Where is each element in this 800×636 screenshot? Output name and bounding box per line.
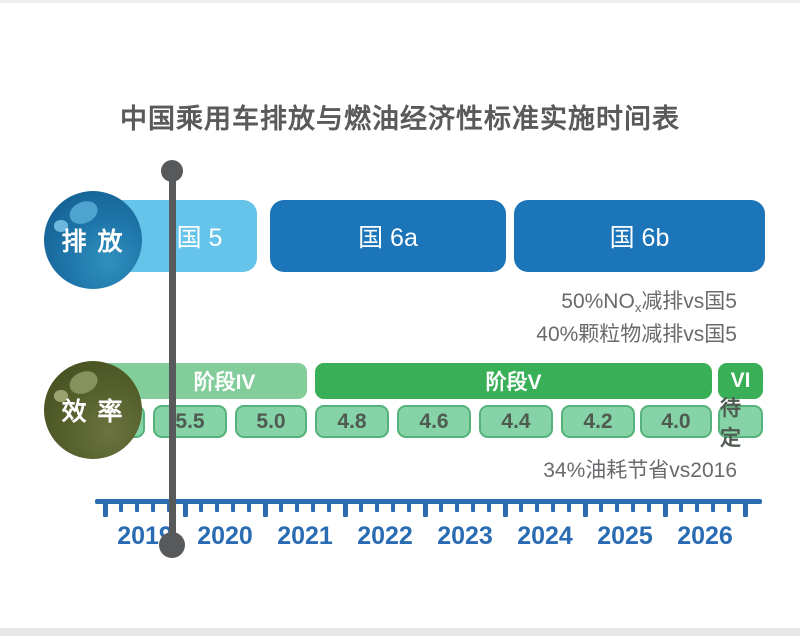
bottom-edge-divider (0, 628, 800, 636)
axis-tick-major (182, 503, 188, 517)
axis-tick-major (742, 503, 748, 517)
axis-tick-minor (599, 503, 603, 512)
fuel-target-box: 4.8 (315, 405, 389, 438)
fuel-target-box: 4.6 (397, 405, 471, 438)
efficiency-phase5-bar: 阶段V (315, 363, 712, 399)
axis-tick-minor (215, 503, 219, 512)
axis-tick-minor (135, 503, 139, 512)
year-label-2024: 2024 (517, 522, 573, 550)
axis-tick-minor (151, 503, 155, 512)
axis-tick-minor (311, 503, 315, 512)
bubble-icon (53, 390, 69, 403)
axis-tick-minor (631, 503, 635, 512)
page-title: 中国乘用车排放与燃油经济性标准实施时间表 (120, 104, 680, 134)
bubble-icon (53, 220, 69, 233)
year-label-2026: 2026 (677, 522, 733, 550)
axis-tick-minor (279, 503, 283, 512)
fuel-target-box-tbd: 待定 (718, 397, 763, 450)
axis-tick-minor (375, 503, 379, 512)
top-edge-divider (0, 0, 800, 3)
emission-bar-guo6b: 国 6b (514, 200, 765, 272)
axis-tick-minor (487, 503, 491, 512)
axis-tick-minor (471, 503, 475, 512)
emission-row-badge: 排 放 (44, 191, 142, 289)
axis-tick-minor (199, 503, 203, 512)
axis-tick-minor (359, 503, 363, 512)
axis-tick-minor (231, 503, 235, 512)
axis-tick-minor (519, 503, 523, 512)
axis-tick-minor (551, 503, 555, 512)
year-label-2020: 2020 (197, 522, 253, 550)
marker-top-dot-icon (161, 160, 183, 182)
axis-tick-major (502, 503, 508, 517)
emission-bar-guo6a: 国 6a (270, 200, 506, 272)
emission-row-label: 排 放 (61, 228, 125, 256)
axis-tick-minor (295, 503, 299, 512)
axis-tick-minor (455, 503, 459, 512)
fuel-target-box: 4.2 (561, 405, 635, 438)
year-label-2025: 2025 (597, 522, 653, 550)
year-label-2023: 2023 (437, 522, 493, 550)
efficiency-row-label: 效 率 (61, 398, 125, 426)
axis-tick-minor (615, 503, 619, 512)
axis-tick-minor (439, 503, 443, 512)
timeline-axis-ticks (0, 503, 800, 519)
axis-tick-minor (407, 503, 411, 512)
axis-tick-minor (327, 503, 331, 512)
axis-tick-major (662, 503, 668, 517)
emission-annotations: 50%NOx减排vs国5 40%颗粒物减排vs国5 (536, 288, 737, 348)
axis-tick-minor (119, 503, 123, 512)
timeline-axis (95, 499, 762, 504)
axis-tick-minor (535, 503, 539, 512)
axis-tick-minor (727, 503, 731, 512)
axis-tick-minor (567, 503, 571, 512)
current-date-marker-line (169, 170, 176, 545)
axis-tick-minor (695, 503, 699, 512)
pm-reduction-note: 40%颗粒物减排vs国5 (536, 323, 737, 346)
axis-tick-major (342, 503, 348, 517)
marker-bottom-dot-icon (159, 532, 185, 558)
fuel-target-box: 4.4 (479, 405, 553, 438)
axis-tick-minor (711, 503, 715, 512)
axis-tick-minor (679, 503, 683, 512)
efficiency-row-badge: 效 率 (44, 361, 142, 459)
nox-reduction-note: 50%NOx减排vs国5 (561, 290, 737, 315)
axis-tick-minor (647, 503, 651, 512)
fuel-target-box: 5.5 (153, 405, 227, 438)
axis-tick-major (102, 503, 108, 517)
fuel-target-box: 5.0 (235, 405, 307, 438)
axis-tick-minor (391, 503, 395, 512)
axis-tick-minor (247, 503, 251, 512)
year-label-2021: 2021 (277, 522, 333, 550)
fuel-saving-note: 34%油耗节省vs2016 (543, 459, 737, 482)
axis-tick-major (422, 503, 428, 517)
axis-tick-major (262, 503, 268, 517)
efficiency-phase4-bar: 阶段IV (100, 363, 307, 399)
axis-tick-major (582, 503, 588, 517)
fuel-target-box: 4.0 (640, 405, 712, 438)
efficiency-phase6-bar: VI (718, 363, 763, 399)
year-label-2022: 2022 (357, 522, 413, 550)
